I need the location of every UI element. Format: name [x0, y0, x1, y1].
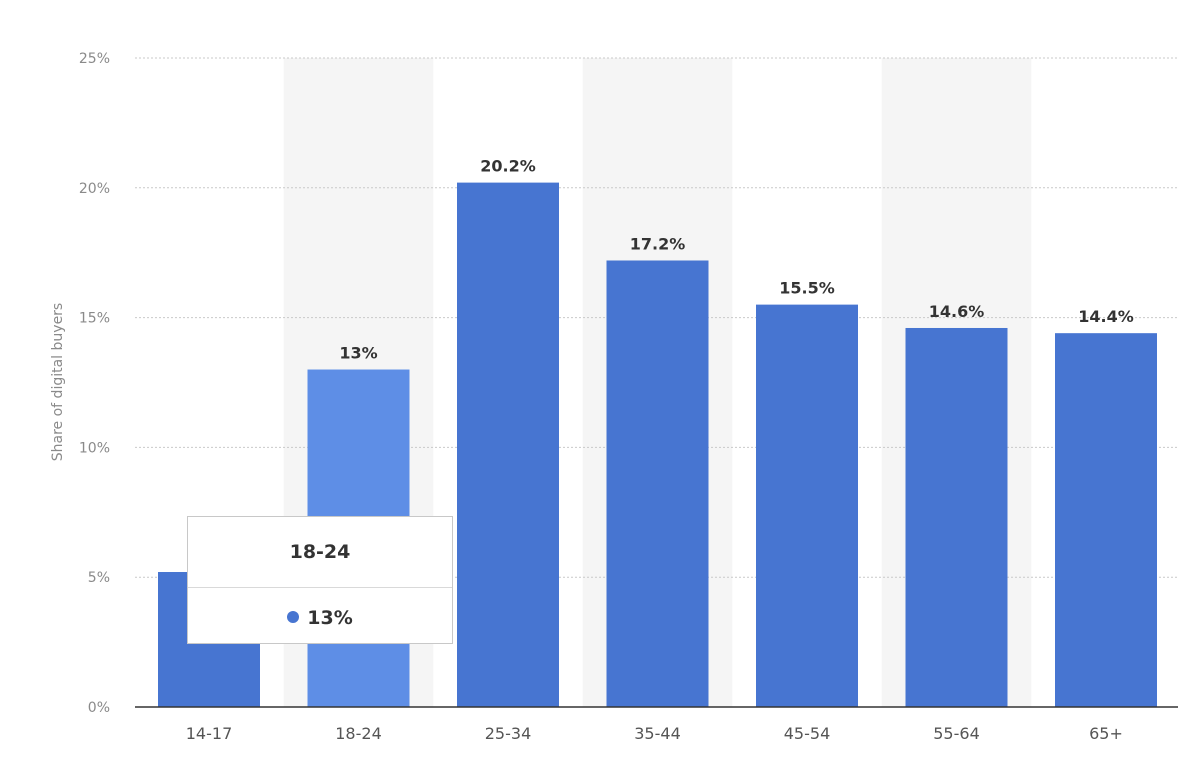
x-tick-label: 45-54 [784, 724, 831, 743]
y-tick-label: 15% [79, 311, 110, 327]
data-label: 15.5% [779, 279, 835, 298]
y-axis-title: Share of digital buyers [50, 303, 66, 461]
tooltip-row: 13% [188, 607, 452, 637]
tooltip-title: 18-24 [289, 541, 351, 563]
x-tick-label: 18-24 [335, 724, 382, 743]
y-tick-label: 0% [88, 700, 110, 716]
data-label: 17.2% [630, 234, 686, 253]
data-label: 14.4% [1078, 307, 1134, 326]
data-label: 14.6% [929, 302, 985, 321]
bar-45-54[interactable] [756, 304, 858, 707]
bar-25-34[interactable] [457, 182, 559, 707]
y-tick-label: 20% [79, 181, 110, 197]
y-tick-label: 10% [79, 440, 110, 456]
x-tick-label: 35-44 [634, 724, 681, 743]
bar-35-44[interactable] [606, 260, 709, 707]
bar-55-64[interactable] [905, 327, 1008, 707]
x-tick-label: 25-34 [485, 724, 532, 743]
data-label: 20.2% [480, 157, 536, 176]
tooltip-divider [188, 587, 452, 588]
y-tick-label: 5% [88, 570, 110, 586]
x-tick-label: 55-64 [933, 724, 980, 743]
data-label: 13% [339, 344, 377, 363]
x-tick-label: 65+ [1089, 724, 1123, 743]
bar-65+[interactable] [1055, 333, 1157, 707]
x-tick-label: 14-17 [186, 724, 233, 743]
y-tick-label: 25% [79, 51, 110, 67]
tooltip: 18-24 13% [187, 516, 453, 644]
tooltip-value: 13% [307, 607, 353, 629]
series-dot-icon [287, 611, 300, 623]
